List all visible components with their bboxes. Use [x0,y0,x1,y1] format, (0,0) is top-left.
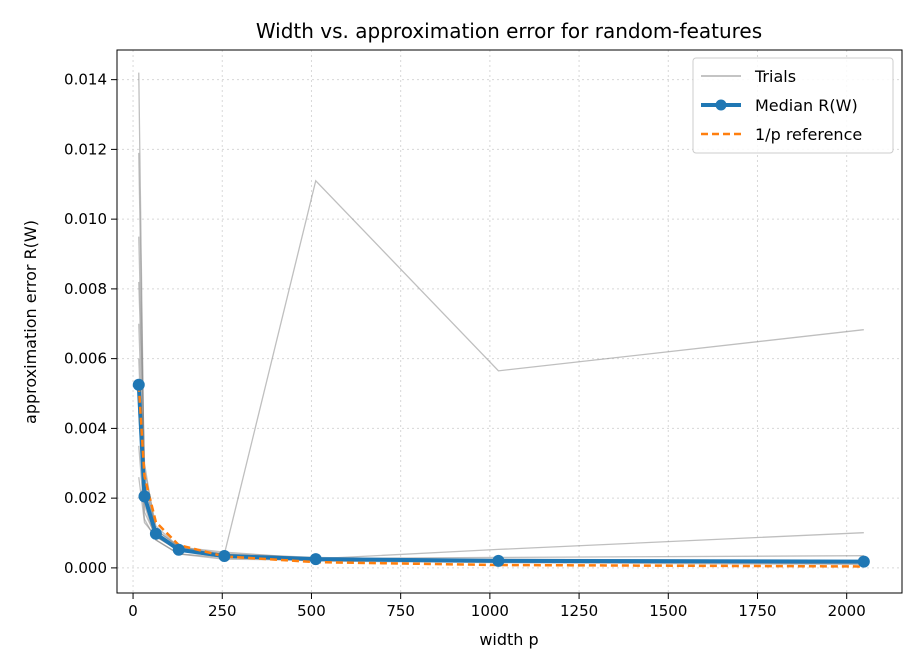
x-tick-label: 1500 [649,602,687,620]
median-marker [309,553,322,566]
x-tick-label: 500 [297,602,326,620]
series-lines [132,378,870,568]
x-tick-label: 2000 [828,602,866,620]
legend-label-reference: 1/p reference [755,125,862,144]
x-tick-label: 1250 [560,602,598,620]
y-tick-label: 0.006 [64,350,107,368]
median-marker [172,543,185,556]
legend-box [692,57,894,154]
y-tick-label: 0.012 [64,140,107,158]
reference-line [137,384,864,568]
median-marker [857,555,870,568]
legend-median-marker [715,99,727,111]
x-axis-label: width p [479,630,538,649]
y-tick-label: 0.000 [64,559,107,577]
y-tick-label: 0.004 [64,419,107,437]
y-axis-ticks: 0.000 0.002 0.004 0.006 0.008 0.010 0.012 0.014 [64,71,117,577]
x-axis-ticks: 0 250 500 750 1000 1250 1500 1750 2000 [128,593,866,620]
y-tick-label: 0.014 [64,71,107,89]
chart-title: Width vs. approximation error for random… [256,19,762,43]
trial-line [138,236,864,560]
legend-label-median: Median R(W) [755,96,858,115]
median-marker [492,554,505,567]
x-tick-label: 750 [386,602,415,620]
x-tick-label: 250 [208,602,237,620]
y-tick-label: 0.008 [64,280,107,298]
y-tick-label: 0.002 [64,489,107,507]
x-tick-label: 0 [128,602,138,620]
y-tick-label: 0.010 [64,210,107,228]
median-marker [218,550,231,563]
median-marker [132,378,145,391]
plot-frame [116,49,903,594]
legend-label-trials: Trials [754,67,796,86]
median-line [136,384,864,564]
legend: Trials Median R(W) 1/p reference [692,57,894,154]
y-axis-label: approximation error R(W) [21,220,40,424]
median-marker [149,527,162,540]
x-tick-label: 1750 [738,602,776,620]
x-tick-label: 1000 [471,602,509,620]
median-marker [138,490,151,503]
